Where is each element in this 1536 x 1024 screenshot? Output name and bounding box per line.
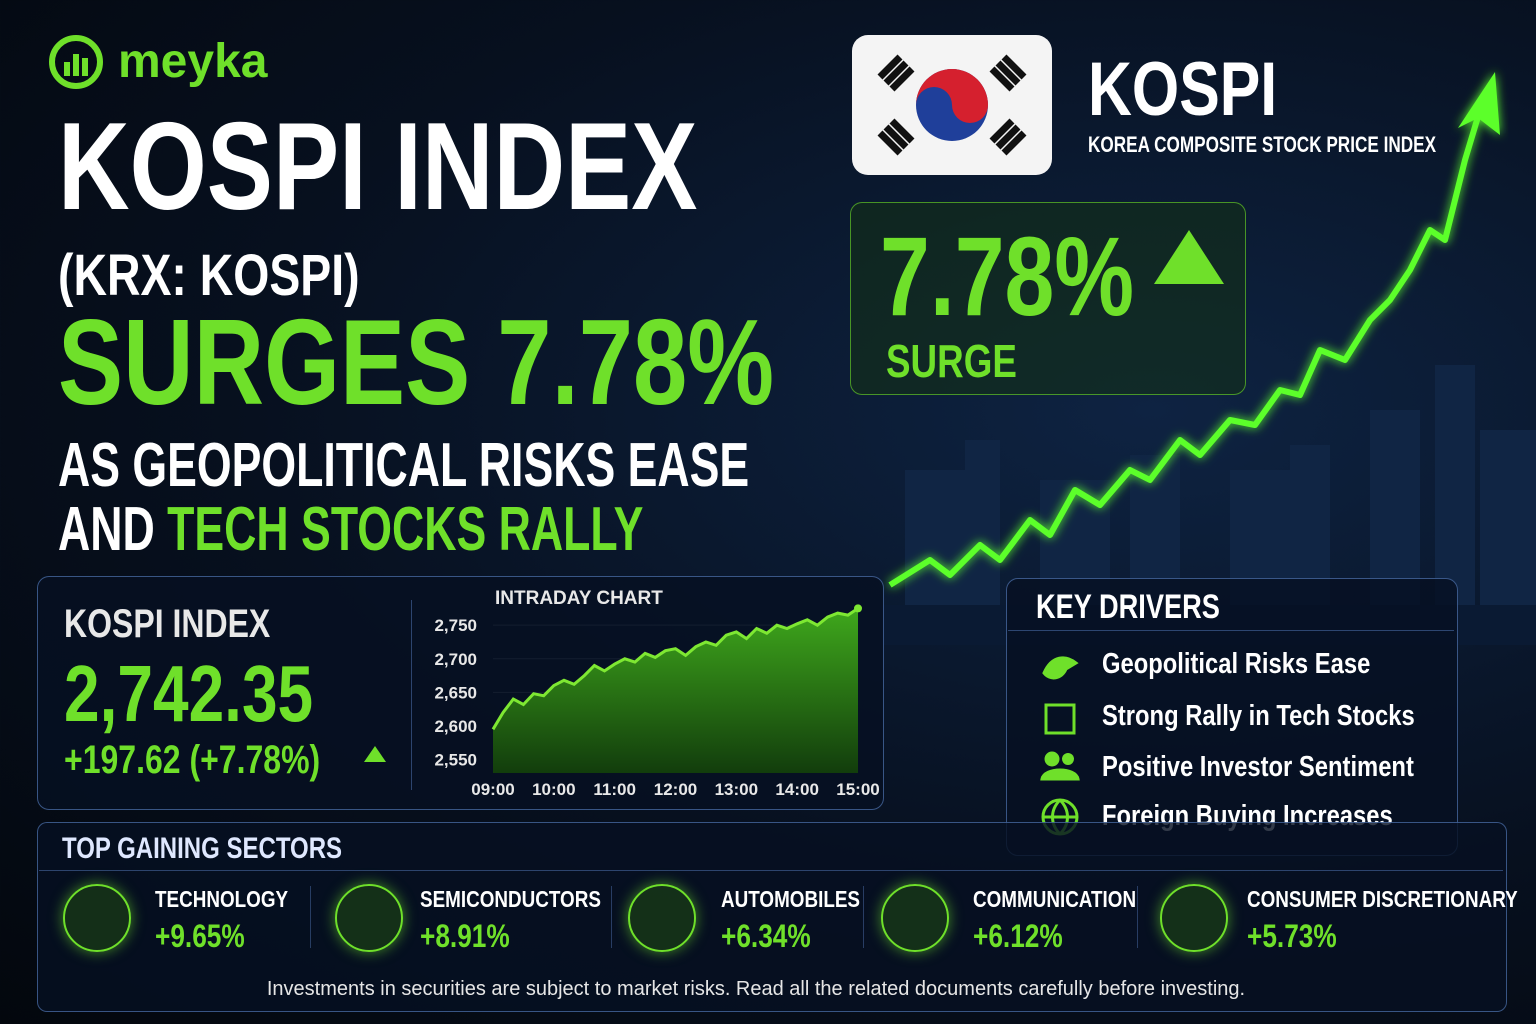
sectors-title: TOP GAINING SECTORS bbox=[62, 832, 343, 865]
divider bbox=[863, 886, 864, 948]
sector-name-row: COMMUNICATION bbox=[973, 886, 1172, 913]
headline-text: AND bbox=[58, 495, 155, 564]
y-tick-label: 2,550 bbox=[434, 751, 477, 770]
x-tick-label: 11:00 bbox=[593, 780, 636, 799]
building bbox=[965, 440, 1000, 610]
sector-change-row: +5.73% bbox=[1247, 918, 1356, 955]
driver-icons bbox=[1040, 656, 1080, 836]
sector-change: +5.73% bbox=[1247, 918, 1337, 954]
sector-name: TECHNOLOGY bbox=[155, 886, 289, 912]
sector-change: +6.34% bbox=[721, 918, 811, 954]
divider bbox=[411, 600, 412, 790]
sector-name: AUTOMOBILES bbox=[721, 886, 861, 912]
flag-red bbox=[916, 69, 988, 123]
x-tick-label: 09:00 bbox=[471, 780, 514, 799]
surge-value: 7.78% bbox=[880, 214, 1135, 339]
x-tick-label: 15:00 bbox=[836, 780, 879, 799]
intraday-chart: INTRADAY CHART 2,550 2,600 2,650 2,700 2,750… bbox=[434, 588, 879, 799]
sector-name-row: AUTOMOBILES bbox=[721, 886, 891, 913]
y-tick-label: 2,600 bbox=[434, 717, 477, 736]
sector-name-row: TECHNOLOGY bbox=[155, 886, 317, 913]
driver-row: Strong Rally in Tech Stocks bbox=[1102, 700, 1483, 733]
people-icon bbox=[1044, 751, 1060, 767]
headline-line1: KOSPI INDEX bbox=[58, 98, 698, 236]
sector-change-row: +8.91% bbox=[420, 918, 529, 955]
logo-bar bbox=[64, 62, 70, 76]
chart-title: INTRADAY CHART bbox=[495, 588, 663, 609]
sector-change-row: +6.34% bbox=[721, 918, 830, 955]
drivers-title: KEY DRIVERS bbox=[1036, 588, 1220, 626]
headline-line4: AS GEOPOLITICAL RISKS EASE bbox=[58, 431, 750, 500]
y-tick-label: 2,700 bbox=[434, 650, 477, 669]
surge-label: SURGE bbox=[886, 335, 1017, 387]
logo-bar bbox=[73, 54, 79, 76]
y-tick-label: 2,650 bbox=[434, 683, 477, 702]
flag-trigrams bbox=[877, 54, 1027, 156]
arrow-head bbox=[1458, 72, 1500, 135]
x-tick-label: 10:00 bbox=[532, 780, 575, 799]
divider bbox=[1137, 886, 1138, 948]
logo-bar bbox=[82, 58, 88, 76]
logo-ring bbox=[49, 35, 103, 89]
up-triangle bbox=[1154, 230, 1224, 284]
trend-arrow bbox=[888, 109, 1483, 588]
building bbox=[1370, 410, 1420, 610]
headline-line5: AND TECH STOCKS RALLY bbox=[58, 494, 643, 565]
sector-name: SEMICONDUCTORS bbox=[420, 886, 601, 912]
x-tick-label: 12:00 bbox=[654, 780, 697, 799]
headline-highlight: TECH STOCKS RALLY bbox=[167, 495, 644, 564]
sector-change: +6.12% bbox=[973, 918, 1063, 954]
korea-flag bbox=[852, 35, 1052, 175]
last-point bbox=[854, 604, 862, 613]
sector-icon bbox=[881, 884, 949, 952]
index-value: 2,742.35 bbox=[64, 649, 314, 738]
driver-text: Geopolitical Risks Ease bbox=[1102, 648, 1371, 680]
sector-change: +9.65% bbox=[155, 918, 245, 954]
x-tick-label: 13:00 bbox=[715, 780, 758, 799]
change-arrow bbox=[364, 746, 386, 762]
sector-icon bbox=[335, 884, 403, 952]
chip-icon bbox=[1044, 703, 1076, 735]
badge-title: KOSPI bbox=[1088, 47, 1278, 132]
headline-line3: SURGES 7.78% bbox=[58, 294, 775, 430]
y-tick-label: 2,750 bbox=[434, 616, 477, 635]
driver-row: Positive Investor Sentiment bbox=[1102, 751, 1482, 784]
sector-name-row: CONSUMER DISCRETIONARY bbox=[1247, 886, 1536, 913]
sector-change-row: +6.12% bbox=[973, 918, 1082, 955]
divider bbox=[1008, 630, 1454, 631]
badge-subtitle: KOREA COMPOSITE STOCK PRICE INDEX bbox=[1088, 132, 1437, 157]
driver-text: Strong Rally in Tech Stocks bbox=[1102, 700, 1415, 732]
x-tick-label: 14:00 bbox=[775, 780, 818, 799]
building bbox=[905, 470, 965, 610]
index-label: KOSPI INDEX bbox=[64, 602, 271, 646]
sectors-panel bbox=[37, 822, 1507, 1012]
surge-box bbox=[850, 202, 1246, 395]
sector-change: +8.91% bbox=[420, 918, 510, 954]
line bbox=[491, 607, 859, 731]
divider bbox=[611, 886, 612, 948]
dove-icon bbox=[1042, 656, 1079, 680]
divider bbox=[310, 886, 311, 948]
sector-name-row: SEMICONDUCTORS bbox=[420, 886, 641, 913]
disclaimer: Investments in securities are subject to… bbox=[266, 978, 1246, 1000]
headline-line2: (KRX: KOSPI) bbox=[58, 243, 360, 308]
sector-name: COMMUNICATION bbox=[973, 886, 1137, 912]
brand-name: meyka bbox=[118, 35, 268, 88]
sector-name: CONSUMER DISCRETIONARY bbox=[1247, 886, 1518, 912]
area bbox=[493, 608, 858, 773]
sector-icon bbox=[63, 884, 131, 952]
driver-row: Geopolitical Risks Ease bbox=[1102, 648, 1429, 681]
sector-icon bbox=[628, 884, 696, 952]
building bbox=[1480, 430, 1536, 610]
building bbox=[1435, 365, 1475, 610]
brand-logo bbox=[49, 35, 103, 89]
driver-text: Positive Investor Sentiment bbox=[1102, 751, 1414, 783]
divider bbox=[39, 870, 1503, 871]
drivers-panel bbox=[1006, 578, 1458, 856]
index-change: +197.62 (+7.78%) bbox=[64, 738, 321, 782]
sector-change-row: +9.65% bbox=[155, 918, 264, 955]
sector-icon bbox=[1160, 884, 1228, 952]
